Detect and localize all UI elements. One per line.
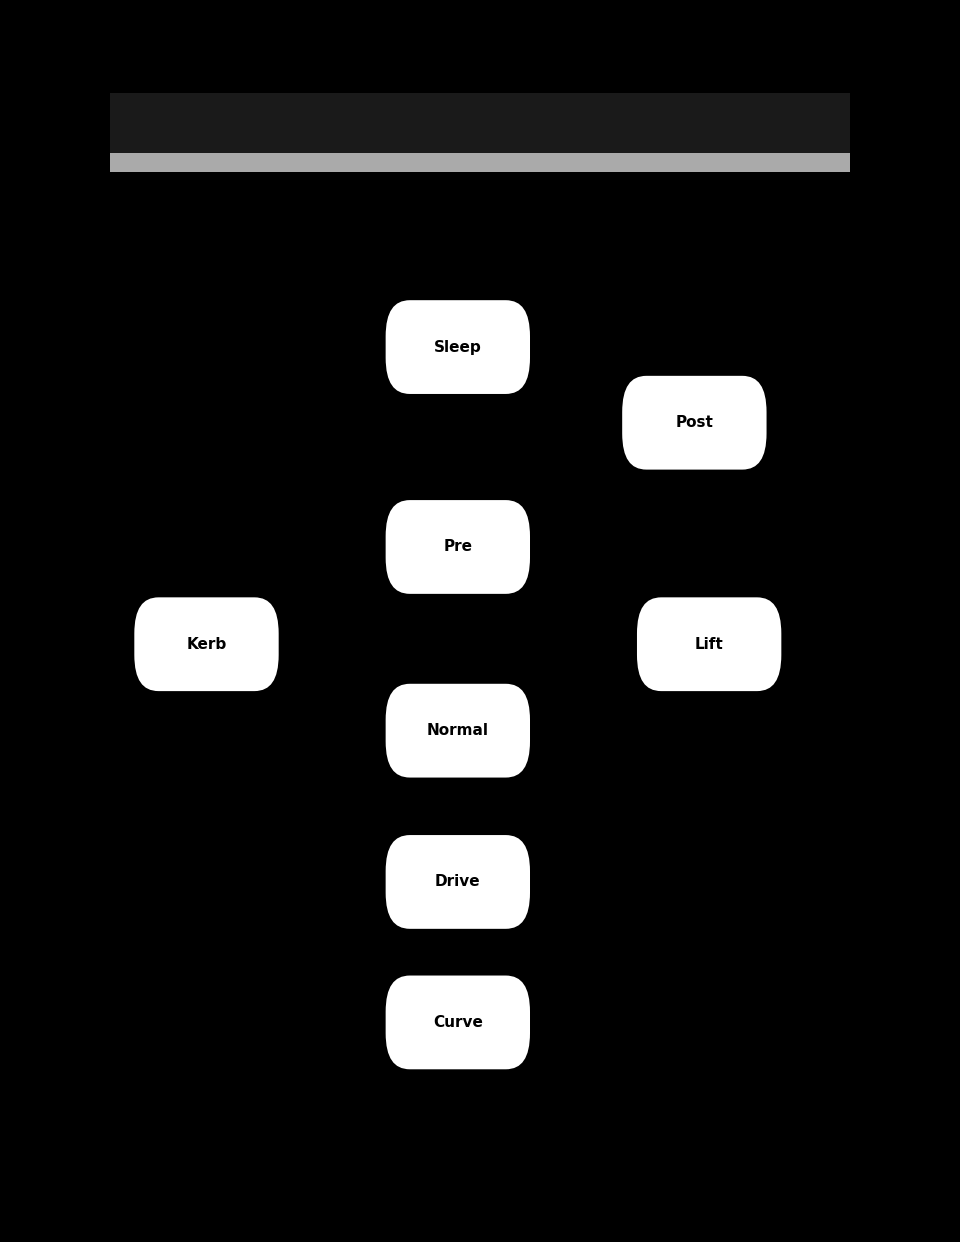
Text: Control Mode Flow Chart: Control Mode Flow Chart [125,178,376,195]
FancyBboxPatch shape [384,498,532,596]
Bar [110,153,850,173]
Text: Sleep: Sleep [434,339,482,354]
FancyBboxPatch shape [384,974,532,1071]
FancyBboxPatch shape [620,374,768,471]
FancyBboxPatch shape [636,596,783,693]
Text: Pre: Pre [444,539,472,554]
Text: The following chart demonstrates the control sequences of the E65/E66 with singl: The following chart demonstrates the con… [125,237,771,274]
FancyBboxPatch shape [132,596,280,693]
Text: Normal: Normal [427,723,489,738]
Text: Drive: Drive [435,874,481,889]
Text: 47: 47 [810,1145,835,1163]
FancyBboxPatch shape [384,833,532,930]
Text: Lift: Lift [695,637,724,652]
Text: Level Control Systems: Level Control Systems [710,1163,835,1172]
FancyBboxPatch shape [384,682,532,779]
Text: Post: Post [676,415,713,430]
FancyBboxPatch shape [384,298,532,396]
Text: Kerb: Kerb [186,637,227,652]
Text: Curve: Curve [433,1015,483,1030]
Bar [110,93,850,153]
